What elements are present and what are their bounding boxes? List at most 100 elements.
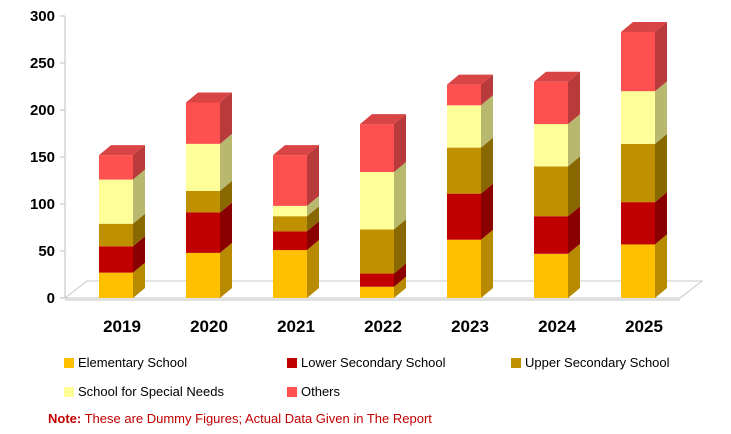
bar-segment	[273, 250, 307, 298]
legend-label: Upper Secondary School	[525, 355, 670, 370]
bar-segment-side	[568, 243, 580, 298]
bar-segment	[360, 229, 394, 274]
bar-segment-side	[481, 183, 493, 240]
legend-label: Elementary School	[78, 355, 188, 370]
bar-segment	[99, 179, 133, 224]
bar-segment-side	[655, 81, 667, 144]
bar-segment	[99, 246, 133, 273]
bar-segment-side	[481, 74, 493, 106]
y-tick-label: 50	[38, 243, 55, 260]
bar-top-face	[447, 74, 493, 85]
floor-edge	[65, 298, 680, 301]
bar-segment	[447, 84, 481, 106]
legend-item: School for Special Needs	[64, 384, 224, 399]
x-tick-label: 2019	[103, 317, 141, 336]
bar-segment-side	[220, 133, 232, 191]
bar-stack-2024	[534, 71, 580, 298]
bar-segment-side	[481, 229, 493, 298]
bar-segment-side	[394, 114, 406, 173]
bar-segment-side	[655, 234, 667, 298]
bar-segment-side	[568, 206, 580, 254]
bar-segment	[621, 91, 655, 144]
chart-tick-labels: 0 50 100 150 200 250 300 2019 2020 2021 2022 2023 20…	[30, 8, 663, 336]
bar-segment	[447, 193, 481, 240]
bar-segment	[360, 273, 394, 287]
bar-segment	[621, 31, 655, 92]
bar-segment-side	[481, 137, 493, 194]
bar-stack-2025	[621, 21, 667, 298]
legend-swatch	[64, 386, 74, 397]
bar-segment-side	[568, 114, 580, 167]
bar-segment	[534, 253, 568, 298]
legend-swatch	[287, 386, 297, 397]
chart-axes	[60, 15, 66, 299]
bar-top-face	[186, 92, 232, 103]
x-tick-label: 2022	[364, 317, 402, 336]
bar-stack-2019	[99, 145, 145, 298]
bar-segment	[534, 124, 568, 167]
bar-top-face	[621, 21, 667, 32]
bar-segment	[273, 231, 307, 251]
bar-segment-side	[133, 213, 145, 247]
x-tick-label: 2020	[190, 317, 228, 336]
x-tick-label: 2025	[625, 317, 663, 336]
bar-segment	[273, 205, 307, 217]
bar-stack-2023	[447, 74, 493, 298]
footnote: Note: These are Dummy Figures; Actual Da…	[48, 411, 432, 426]
bar-segment	[534, 81, 568, 125]
bar-segment-side	[568, 71, 580, 125]
bar-segment	[360, 172, 394, 230]
bar-segment-side	[394, 162, 406, 230]
bar-top-face	[534, 71, 580, 82]
bar-segment	[99, 272, 133, 298]
legend-label: Others	[301, 384, 341, 399]
bar-segment-side	[307, 145, 319, 206]
bar-segment-side	[133, 145, 145, 180]
note-text: These are Dummy Figures; Actual Data Giv…	[81, 411, 432, 426]
x-tick-label: 2024	[538, 317, 576, 336]
bar-segment	[360, 124, 394, 173]
bar-segment	[621, 143, 655, 203]
bar-segment-side	[655, 21, 667, 92]
bar-segment	[447, 147, 481, 194]
y-tick-label: 200	[30, 102, 55, 119]
bar-top-face	[99, 145, 145, 156]
bar-segment-side	[133, 169, 145, 224]
bar-segment-side	[394, 219, 406, 274]
bar-segment	[534, 216, 568, 254]
bar-stack-2022	[360, 114, 406, 298]
bar-segment	[99, 223, 133, 247]
bar-top-face	[360, 114, 406, 125]
y-tick-label: 0	[47, 290, 55, 307]
bar-segment-side	[307, 221, 319, 251]
bar-segment	[186, 212, 220, 253]
bar-top-face	[273, 145, 319, 156]
legend-item: Upper Secondary School	[511, 355, 670, 370]
legend-label: School for Special Needs	[78, 384, 224, 399]
bar-segment	[447, 239, 481, 298]
bar-segment	[360, 286, 394, 298]
bar-segment	[99, 155, 133, 180]
bar-segment	[273, 155, 307, 206]
legend-item: Elementary School	[64, 355, 187, 370]
bar-segment-side	[568, 156, 580, 217]
bar-segment-side	[220, 242, 232, 298]
bar-segment	[621, 202, 655, 245]
bar-segment-side	[307, 240, 319, 298]
legend-swatch	[511, 357, 521, 368]
y-tick-label: 150	[30, 149, 55, 166]
bar-segment-side	[394, 276, 406, 298]
bar-segment	[186, 252, 220, 298]
x-tick-label: 2023	[451, 317, 489, 336]
bar-segment-side	[307, 206, 319, 232]
legend-swatch	[64, 357, 74, 368]
bar-segment-side	[307, 195, 319, 217]
bar-segment-side	[481, 95, 493, 148]
bar-segment	[186, 143, 220, 191]
bar-segment-side	[655, 133, 667, 203]
x-tick-label: 2021	[277, 317, 315, 336]
y-tick-label: 250	[30, 55, 55, 72]
bar-segment-side	[133, 262, 145, 298]
legend-item: Lower Secondary School	[287, 355, 446, 370]
